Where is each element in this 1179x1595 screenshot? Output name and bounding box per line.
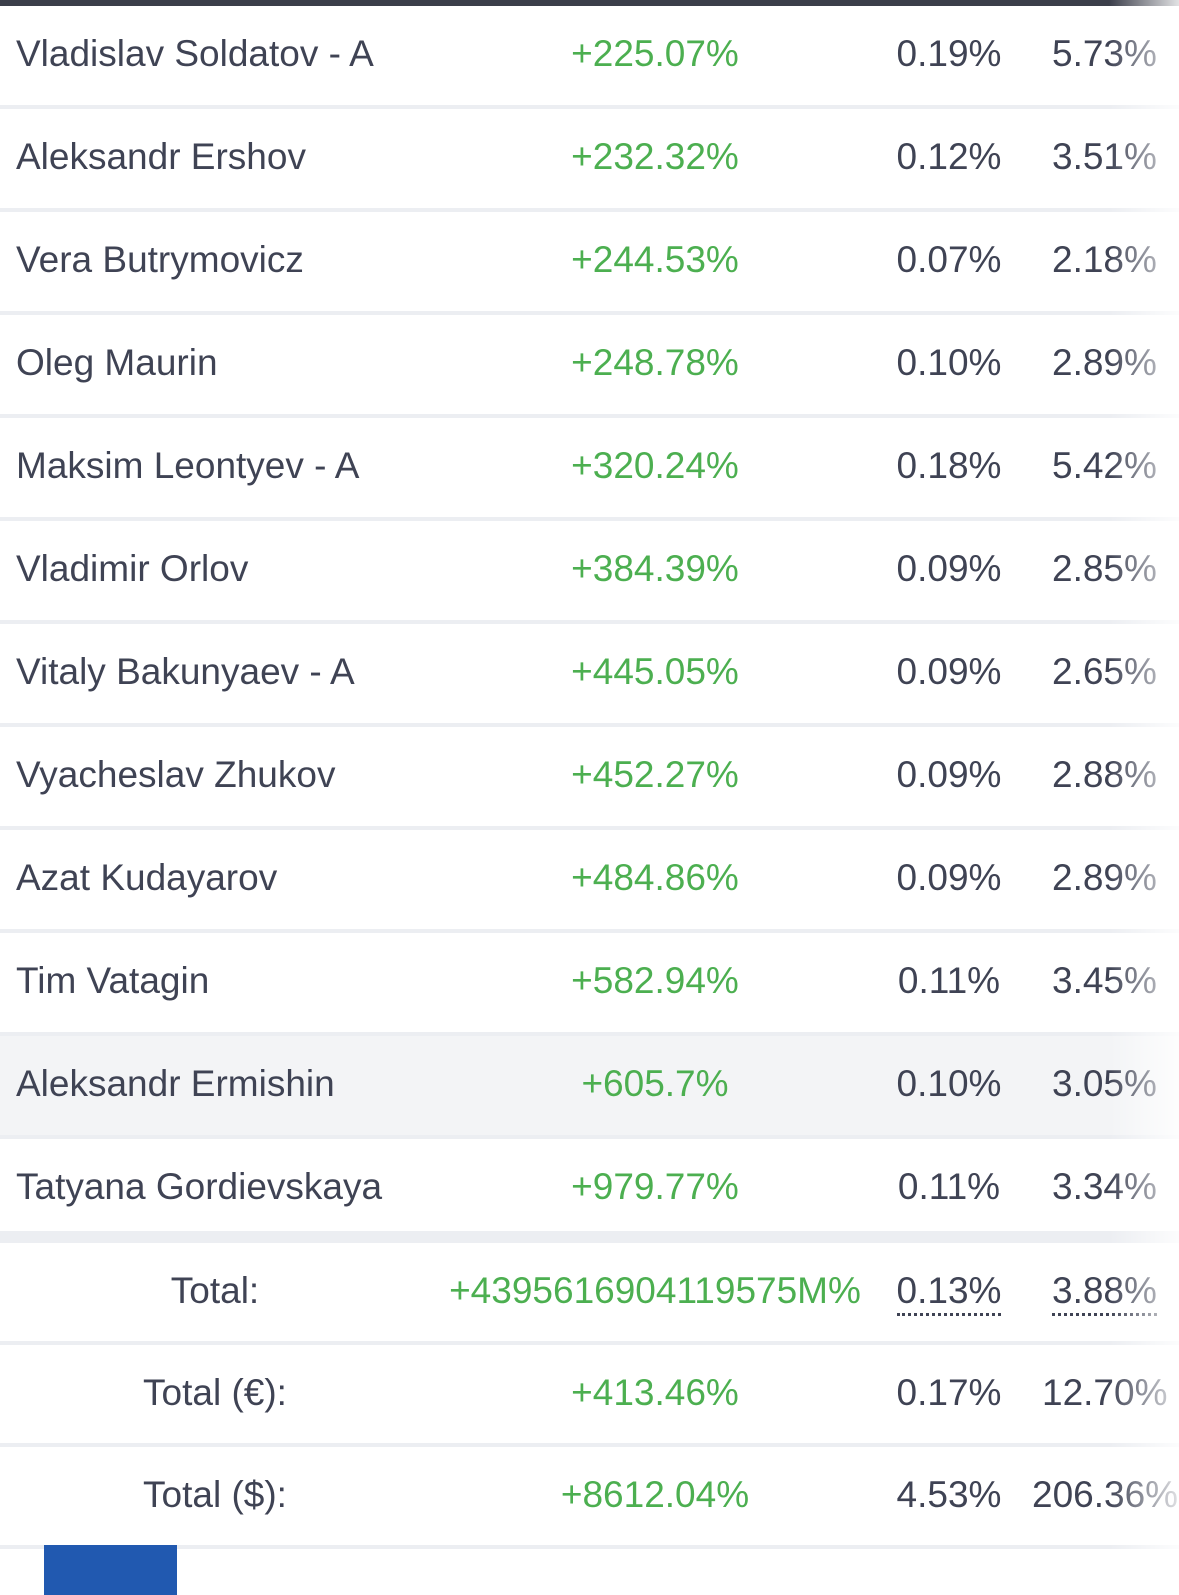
table-row[interactable]: Aleksandr Ershov +232.32% 0.12% 3.51% (0, 109, 1179, 212)
row-value-1: 0.09% (896, 548, 1002, 589)
row-gain: +320.24% (571, 445, 739, 486)
table-row[interactable]: Vera Butrymovicz +244.53% 0.07% 2.18% (0, 212, 1179, 315)
row-value-1: 0.11% (897, 1166, 1001, 1207)
total-row: Total: +4395616904119575M% 0.13% 3.88% (0, 1243, 1179, 1345)
table-row-hovered[interactable]: Aleksandr Ermishin +605.7% 0.10% 3.05% (0, 1036, 1179, 1139)
row-gain: +484.86% (571, 857, 739, 898)
total-usd-value-1: 4.53% (896, 1474, 1002, 1515)
row-gain: +979.77% (571, 1166, 739, 1207)
row-name[interactable]: Azat Kudayarov (16, 857, 278, 898)
row-value-1: 0.11% (897, 960, 1001, 1001)
table-row[interactable]: Tatyana Gordievskaya +979.77% 0.11% 3.34… (0, 1139, 1179, 1243)
row-name[interactable]: Aleksandr Ermishin (16, 1063, 335, 1104)
table-row[interactable]: Vladimir Orlov +384.39% 0.09% 2.85% (0, 521, 1179, 624)
row-name[interactable]: Tatyana Gordievskaya (16, 1166, 383, 1207)
portfolio-table: Vladislav Soldatov - A +225.07% 0.19% 5.… (0, 6, 1179, 1549)
row-value-1: 0.10% (896, 342, 1002, 383)
table-row[interactable]: Vyacheslav Zhukov +452.27% 0.09% 2.88% (0, 727, 1179, 830)
table-row[interactable]: Maksim Leontyev - A +320.24% 0.18% 5.42% (0, 418, 1179, 521)
row-value-1: 0.12% (896, 136, 1002, 177)
row-name[interactable]: Vyacheslav Zhukov (16, 754, 336, 795)
row-gain: +248.78% (571, 342, 739, 383)
row-value-1: 0.09% (896, 651, 1002, 692)
total-value-2[interactable]: 3.88% (1028, 1243, 1179, 1341)
row-gain: +452.27% (571, 754, 739, 795)
table-row[interactable]: Tim Vatagin +582.94% 0.11% 3.45% (0, 933, 1179, 1036)
row-value-2: 2.88% (1052, 754, 1157, 795)
total-usd-gain: +8612.04% (560, 1474, 750, 1515)
row-value-2: 3.34% (1052, 1166, 1157, 1207)
table-row[interactable]: Vitaly Bakunyaev - A +445.05% 0.09% 2.65… (0, 624, 1179, 727)
row-value-2: 2.18% (1052, 239, 1157, 280)
row-name[interactable]: Aleksandr Ershov (16, 136, 306, 177)
row-value-1: 0.09% (896, 754, 1002, 795)
row-name[interactable]: Vladimir Orlov (16, 548, 249, 589)
table-row[interactable]: Vladislav Soldatov - A +225.07% 0.19% 5.… (0, 6, 1179, 109)
total-usd-label: Total ($): (143, 1474, 287, 1515)
row-name[interactable]: Maksim Leontyev - A (16, 445, 360, 486)
row-gain: +582.94% (571, 960, 739, 1001)
row-gain: +384.39% (571, 548, 739, 589)
row-name[interactable]: Vladislav Soldatov - A (16, 33, 374, 74)
table-row[interactable]: Oleg Maurin +248.78% 0.10% 2.89% (0, 315, 1179, 418)
row-gain: +605.7% (581, 1063, 729, 1104)
row-value-1: 0.19% (896, 33, 1002, 74)
total-eur-value-1: 0.17% (896, 1372, 1002, 1413)
row-gain: +445.05% (571, 651, 739, 692)
row-gain: +244.53% (571, 239, 739, 280)
row-name[interactable]: Vitaly Bakunyaev - A (16, 651, 355, 692)
row-value-2: 2.85% (1052, 548, 1157, 589)
row-value-1: 0.18% (896, 445, 1002, 486)
total-value-1[interactable]: 0.13% (880, 1243, 1018, 1341)
table-row[interactable]: Azat Kudayarov +484.86% 0.09% 2.89% (0, 830, 1179, 933)
total-gain: +4395616904119575M% (449, 1270, 861, 1311)
row-value-1: 0.07% (896, 239, 1002, 280)
row-value-2: 5.73% (1052, 33, 1157, 74)
row-value-2: 2.65% (1052, 651, 1157, 692)
total-usd-row: Total ($): +8612.04% 4.53% 206.36% (0, 1447, 1179, 1549)
total-value-2-text[interactable]: 3.88% (1052, 1270, 1157, 1316)
total-eur-value-2: 12.70% (1042, 1372, 1168, 1413)
total-eur-label: Total (€): (143, 1372, 287, 1413)
total-eur-gain: +413.46% (571, 1372, 739, 1413)
row-name[interactable]: Oleg Maurin (16, 342, 218, 383)
row-gain: +225.07% (571, 33, 739, 74)
bottom-tab-button[interactable] (44, 1545, 177, 1595)
row-name[interactable]: Tim Vatagin (16, 960, 210, 1001)
row-value-2: 5.42% (1052, 445, 1157, 486)
row-gain: +232.32% (571, 136, 739, 177)
row-value-2: 3.51% (1052, 136, 1157, 177)
top-border (0, 0, 1179, 6)
total-label: Total: (170, 1270, 260, 1311)
row-value-2: 3.05% (1052, 1063, 1157, 1104)
row-value-1: 0.10% (896, 1063, 1002, 1104)
total-usd-value-2: 206.36% (1032, 1474, 1179, 1515)
row-value-2: 2.89% (1052, 342, 1157, 383)
row-name[interactable]: Vera Butrymovicz (16, 239, 304, 280)
row-value-2: 3.45% (1052, 960, 1157, 1001)
row-value-2: 2.89% (1052, 857, 1157, 898)
total-eur-row: Total (€): +413.46% 0.17% 12.70% (0, 1345, 1179, 1447)
row-value-1: 0.09% (896, 857, 1002, 898)
total-value-1-text[interactable]: 0.13% (896, 1270, 1002, 1316)
